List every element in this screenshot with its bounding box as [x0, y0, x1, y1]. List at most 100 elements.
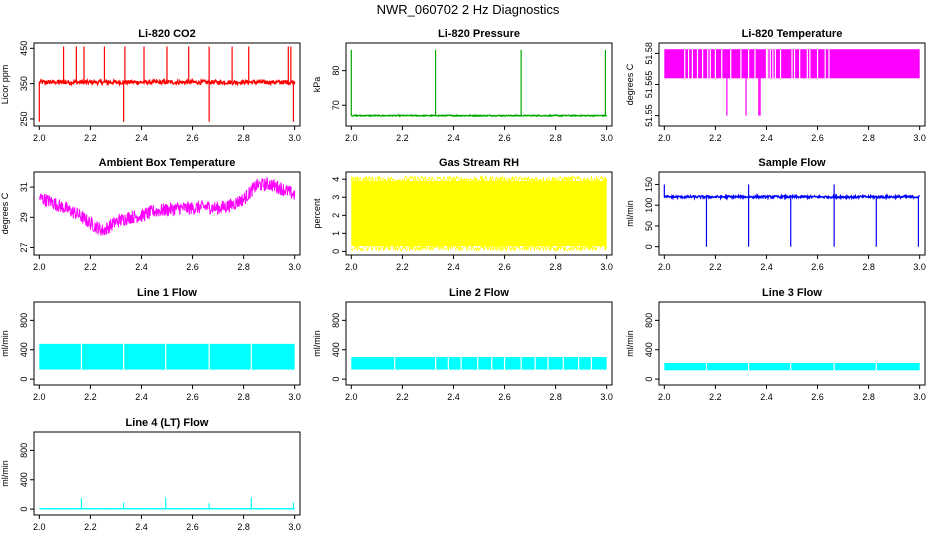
- chart-title: Ambient Box Temperature: [99, 157, 236, 169]
- chart-panel-1: Li-820 CO2 Licor ppm 2.0 2.2 2.4 2.6 2.8 3.0 250…: [0, 28, 301, 143]
- x-tick-label: 2.2: [709, 392, 722, 402]
- y-tick-label: 31: [19, 182, 29, 192]
- chart-title: Line 2 Flow: [449, 287, 509, 299]
- x-tick-label: 2.6: [498, 262, 511, 272]
- y-axis-label: Licor ppm: [0, 65, 10, 105]
- x-tick-label: 3.0: [913, 392, 926, 402]
- x-tick-label: 2.6: [811, 133, 824, 143]
- x-tick-label: 2.0: [345, 262, 358, 272]
- x-tick-label: 2.0: [658, 262, 671, 272]
- x-tick-label: 2.2: [84, 392, 97, 402]
- y-tick-label: 800: [644, 313, 654, 328]
- y-tick-label: 400: [19, 472, 29, 487]
- y-tick-label: 2: [331, 213, 341, 218]
- series-00ffff: [39, 343, 295, 370]
- series-00aa00: [350, 49, 608, 118]
- x-tick-label: 3.0: [913, 133, 926, 143]
- x-tick-label: 2.0: [658, 133, 671, 143]
- y-axis-label: kPa: [312, 77, 322, 93]
- y-tick-label: 800: [19, 443, 29, 458]
- series-ffff00: [350, 174, 608, 253]
- x-tick-label: 2.4: [447, 133, 460, 143]
- chart-panel-6: Sample Flow ml/min 2.0 2.2 2.4 2.6 2.8 3.0 0 50 10…: [625, 157, 926, 272]
- x-tick-label: 3.0: [600, 133, 613, 143]
- y-tick-label: 51.58: [644, 42, 654, 65]
- x-tick-label: 2.4: [760, 262, 773, 272]
- x-tick-label: 2.6: [498, 392, 511, 402]
- y-tick-label: 800: [331, 313, 341, 328]
- y-tick-label: 250: [19, 111, 29, 126]
- x-tick-label: 2.4: [135, 522, 148, 532]
- chart-panel-7: Line 1 Flow ml/min 2.0 2.2 2.4 2.6 2.8 3.0 0 400 8…: [0, 287, 301, 402]
- chart-panel-4: Ambient Box Temperature degrees C 2.0 2.2 2.…: [0, 157, 301, 272]
- x-tick-label: 2.0: [33, 133, 46, 143]
- y-axis-label: ml/min: [625, 200, 635, 227]
- chart-title: Line 4 (LT) Flow: [126, 417, 209, 429]
- chart-title: Sample Flow: [758, 157, 826, 169]
- y-tick-label: 0: [644, 244, 654, 249]
- y-axis-label: ml/min: [312, 330, 322, 357]
- y-tick-label: 29: [19, 212, 29, 222]
- x-tick-label: 2.8: [862, 392, 875, 402]
- chart-panel-3: Li-820 Temperature degrees C 2.0 2.2 2.4 2.6 2…: [625, 28, 926, 143]
- x-tick-label: 2.0: [345, 133, 358, 143]
- x-tick-label: 2.2: [709, 133, 722, 143]
- plot-frame: [33, 431, 301, 516]
- series-line: [663, 192, 920, 201]
- band-upper-edge: [350, 174, 608, 185]
- data-band: [664, 362, 920, 371]
- plot-frame: [658, 301, 926, 386]
- series-ff00ff: [664, 49, 920, 116]
- data-band: [351, 357, 607, 370]
- y-tick-label: 400: [644, 342, 654, 357]
- x-tick-label: 3.0: [913, 262, 926, 272]
- y-tick-label: 0: [331, 377, 341, 382]
- x-tick-label: 2.6: [811, 262, 824, 272]
- x-tick-label: 2.8: [237, 522, 250, 532]
- x-tick-label: 3.0: [288, 262, 301, 272]
- x-tick-label: 2.4: [135, 262, 148, 272]
- x-tick-label: 2.2: [396, 392, 409, 402]
- chart-title: Line 1 Flow: [137, 287, 197, 299]
- chart-panel-9: Line 3 Flow ml/min 2.0 2.2 2.4 2.6 2.8 3.0 0 400 8…: [625, 287, 926, 402]
- y-tick-label: 3: [331, 195, 341, 200]
- chart-title: Line 3 Flow: [762, 287, 822, 299]
- page-title: NWR_060702 2 Hz Diagnostics: [376, 2, 560, 17]
- x-tick-label: 2.8: [862, 133, 875, 143]
- y-tick-label: 450: [19, 41, 29, 56]
- y-tick-label: 51.55: [644, 104, 654, 127]
- x-tick-label: 2.4: [135, 133, 148, 143]
- y-tick-label: 0: [331, 249, 341, 254]
- x-tick-label: 3.0: [288, 522, 301, 532]
- x-tick-label: 2.0: [33, 522, 46, 532]
- data-band: [351, 181, 607, 246]
- plot-frame: [33, 42, 301, 127]
- y-tick-label: 4: [331, 177, 341, 182]
- chart-title: Li-820 Pressure: [438, 28, 520, 40]
- x-tick-label: 2.8: [549, 133, 562, 143]
- plot-frame: [345, 301, 613, 386]
- y-axis-label: ml/min: [0, 460, 10, 487]
- data-band: [39, 343, 295, 370]
- x-tick-label: 2.8: [237, 392, 250, 402]
- series-ff00ff: [39, 176, 296, 236]
- y-tick-label: 1: [331, 231, 341, 236]
- x-tick-label: 2.8: [237, 133, 250, 143]
- y-axis-label: degrees C: [625, 63, 635, 105]
- series-0000ff: [663, 184, 920, 247]
- x-tick-label: 2.2: [396, 133, 409, 143]
- y-tick-label: 51.565: [644, 71, 654, 99]
- series-ff0000: [38, 46, 296, 122]
- chart-title: Li-820 CO2: [138, 28, 195, 40]
- x-tick-label: 2.0: [658, 392, 671, 402]
- x-tick-label: 2.2: [709, 262, 722, 272]
- chart-title: Gas Stream RH: [439, 157, 519, 169]
- chart-panel-2: Li-820 Pressure kPa 2.0 2.2 2.4 2.6 2.8 3.0 70 80: [312, 28, 613, 143]
- series-00ffff: [351, 357, 607, 370]
- y-tick-label: 50: [644, 221, 654, 231]
- y-tick-label: 150: [644, 177, 654, 192]
- y-axis-label: degrees C: [0, 192, 10, 234]
- y-axis-label: percent: [312, 198, 322, 229]
- x-tick-label: 2.4: [447, 392, 460, 402]
